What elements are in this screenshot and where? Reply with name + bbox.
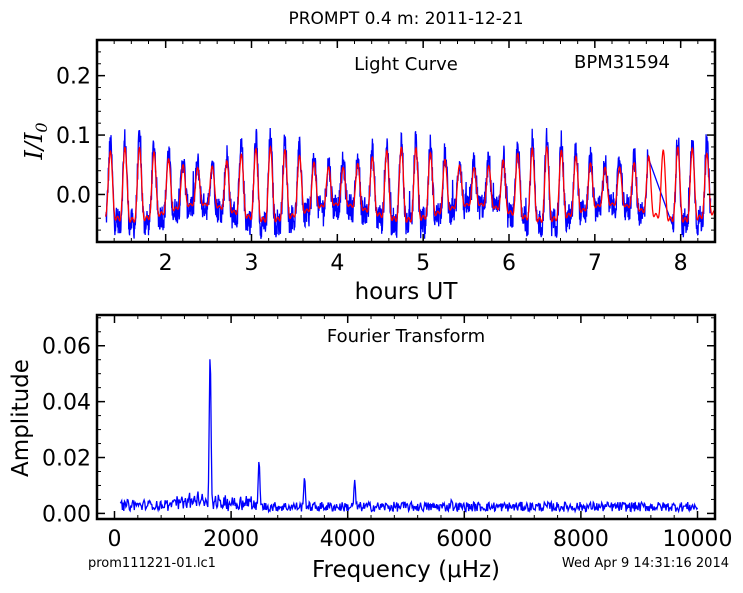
fourier-transform-ylabel: Amplitude (8, 359, 34, 477)
xtick-label: 6000 (436, 527, 492, 552)
xtick-label: 8 (674, 251, 688, 276)
xtick-label: 2000 (203, 527, 259, 552)
ytick-label: 0.2 (56, 65, 91, 90)
light-curve-title: Light Curve (354, 54, 458, 75)
light-curve-data-line (105, 127, 712, 239)
xtick-label: 2 (159, 251, 173, 276)
ytick-label: 0.1 (56, 124, 91, 149)
ytick-label: 0.06 (42, 335, 91, 360)
light-curve-ylabel: I/I0 (20, 122, 51, 160)
ytick-label: 0.04 (42, 391, 91, 416)
ytick-label: 0.00 (42, 502, 91, 527)
ytick-label: 0.02 (42, 447, 91, 472)
xtick-label: 7 (588, 251, 602, 276)
xtick-label: 6 (502, 251, 516, 276)
ytick-label: 0.0 (56, 183, 91, 208)
light-curve-panel: 2 3 4 5 6 7 8 0.0 0.1 0.2 Light Curve BPM31594 ho… (20, 38, 717, 305)
object-label: BPM31594 (574, 52, 670, 73)
fourier-transform-title: Fourier Transform (327, 326, 485, 347)
fourier-transform-frame (95, 313, 717, 521)
footer-filename: prom111221-01.lc1 (88, 556, 216, 571)
xtick-label: 4 (330, 251, 344, 276)
xtick-label: 10000 (663, 527, 733, 552)
light-curve-series (104, 127, 716, 239)
xtick-label: 8000 (553, 527, 609, 552)
light-curve-xlabel: hours UT (355, 279, 459, 305)
fourier-transform-xlabel: Frequency (μHz) (312, 557, 500, 583)
fourier-transform-ticks: 0 2000 4000 6000 8000 10000 0.00 0.02 0.04 0.06 (42, 315, 733, 552)
xtick-label: 4000 (320, 527, 376, 552)
footer-timestamp: Wed Apr 9 14:31:16 2014 (562, 556, 729, 571)
fourier-transform-line (119, 359, 699, 514)
light-curve-model-line (104, 144, 716, 223)
fourier-transform-series (119, 359, 699, 514)
xtick-label: 3 (245, 251, 259, 276)
xtick-label: 0 (107, 527, 121, 552)
light-curve-ticks: 2 3 4 5 6 7 8 0.0 0.1 0.2 (56, 40, 715, 276)
fourier-transform-panel: 0 2000 4000 6000 8000 10000 0.00 0.02 0.04 0.06 F… (8, 313, 733, 583)
xtick-label: 5 (416, 251, 430, 276)
figure-title: PROMPT 0.4 m: 2011-12-21 (288, 9, 523, 29)
